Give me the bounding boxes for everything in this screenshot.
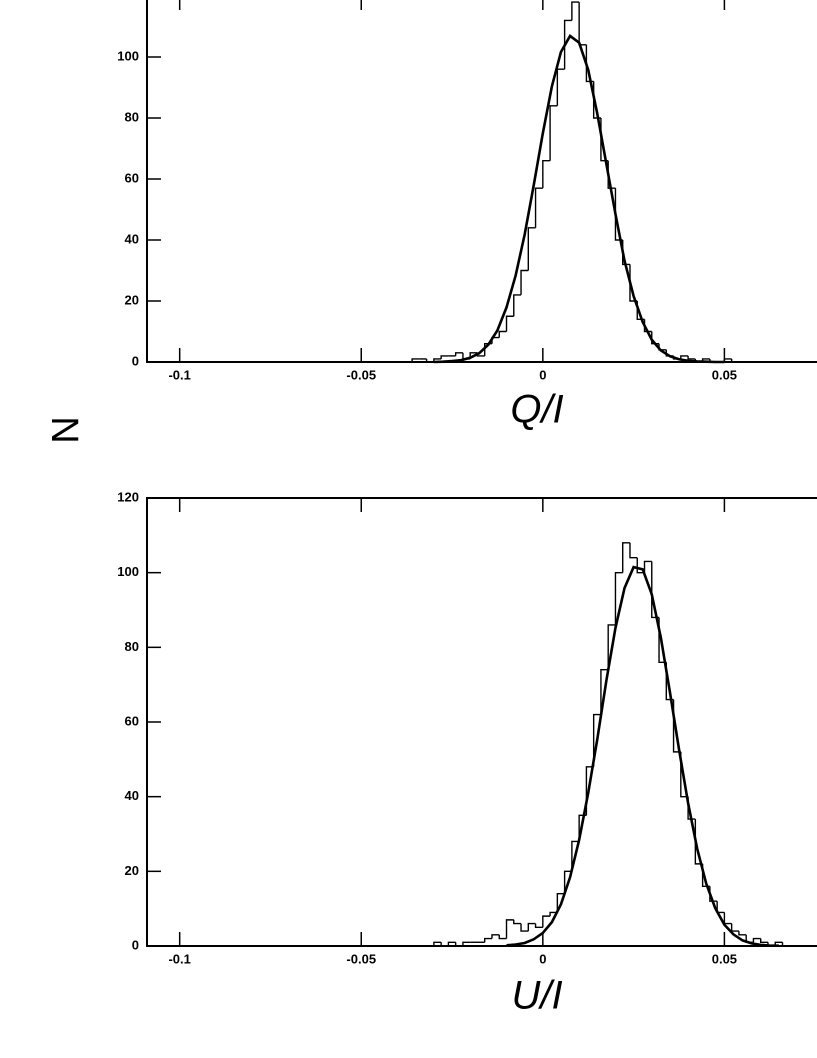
- y-axis-label: N: [43, 416, 85, 443]
- histogram-bin: [730, 358, 739, 363]
- histogram-bin: [614, 571, 623, 625]
- histogram-bin: [447, 941, 456, 946]
- histogram-bin: [578, 2, 587, 46]
- y-tick-label: 40: [125, 231, 139, 246]
- x-axis-label: U/I: [511, 974, 562, 1018]
- histogram-bin: [549, 105, 558, 161]
- histogram-bin: [716, 901, 725, 914]
- histogram-bin: [592, 713, 601, 767]
- histogram-bin: [534, 923, 543, 929]
- histogram-bin: [513, 919, 522, 925]
- histogram-bin: [571, 840, 580, 872]
- y-tick-label: 20: [125, 292, 139, 307]
- histogram-bin: [752, 937, 761, 943]
- histogram-bin: [454, 942, 463, 947]
- y-tick-label: 120: [117, 489, 139, 504]
- histogram-bin: [513, 294, 522, 317]
- y-tick-label: 20: [125, 863, 139, 878]
- x-tick-label: 0.05: [712, 951, 737, 966]
- y-tick-label: 120: [117, 0, 139, 2]
- plot-frame: [146, 0, 817, 363]
- histogram-bin: [534, 187, 543, 228]
- histogram-bin: [433, 941, 442, 946]
- y-tick-label: 0: [132, 353, 139, 368]
- fit-curve: [433, 34, 725, 364]
- histogram-bin: [571, 1, 580, 21]
- plot-frame: [146, 497, 817, 947]
- histogram-bin: [600, 669, 609, 715]
- x-axis-label: Q/I: [510, 388, 563, 432]
- histogram-bin: [556, 893, 565, 913]
- histogram-bin: [505, 919, 514, 939]
- histogram-bin: [527, 922, 536, 932]
- histogram-bin: [680, 355, 689, 359]
- histogram-bin: [687, 355, 696, 360]
- x-tick-label: 0: [539, 367, 546, 382]
- histogram-bin: [520, 269, 529, 295]
- y-tick-label: 100: [117, 564, 139, 579]
- histogram-bin: [556, 68, 565, 106]
- x-tick-label: 0: [539, 951, 546, 966]
- histogram-bin: [563, 870, 572, 894]
- histogram-bin: [636, 557, 645, 574]
- y-tick-label: 60: [125, 713, 139, 728]
- x-tick-label: 0.05: [712, 367, 737, 382]
- x-tick-label: -0.05: [346, 951, 376, 966]
- histogram-bin: [440, 942, 449, 947]
- y-tick-label: 0: [132, 937, 139, 952]
- y-tick-label: 80: [125, 639, 139, 654]
- y-tick-label: 80: [125, 109, 139, 124]
- x-tick-label: -0.1: [168, 951, 190, 966]
- histogram-bin: [527, 227, 536, 271]
- histogram-bin: [760, 938, 768, 943]
- histogram-bin: [563, 19, 572, 70]
- histogram-bin: [484, 937, 492, 943]
- histogram-bin: [730, 923, 739, 932]
- histogram-bin: [491, 934, 500, 939]
- x-tick-label: -0.1: [168, 367, 190, 382]
- histogram-bin: [781, 942, 790, 947]
- histogram-bin: [643, 560, 652, 573]
- y-tick-label: 100: [117, 48, 139, 63]
- histogram-bin: [425, 358, 434, 363]
- histogram-bin: [520, 923, 529, 932]
- histogram-bin: [723, 912, 732, 925]
- histogram-bin: [542, 160, 551, 189]
- histogram-bin: [462, 941, 471, 946]
- histogram-bin: [549, 911, 558, 917]
- y-tick-label: 40: [125, 788, 139, 803]
- histogram-bin: [629, 542, 638, 559]
- histogram-bin: [622, 542, 630, 573]
- histogram-bin: [542, 915, 551, 928]
- histogram-bin: [411, 358, 420, 362]
- x-tick-label: -0.05: [346, 367, 376, 382]
- fit-curve: [506, 565, 779, 947]
- y-tick-label: 60: [125, 170, 139, 185]
- histogram-bin: [505, 315, 514, 332]
- histogram-bin: [498, 330, 507, 338]
- histogram-bin: [454, 352, 463, 356]
- histogram-bin: [440, 355, 449, 359]
- histogram-bin: [607, 624, 616, 670]
- histogram-bin: [738, 931, 747, 936]
- histogram-bin: [498, 934, 507, 940]
